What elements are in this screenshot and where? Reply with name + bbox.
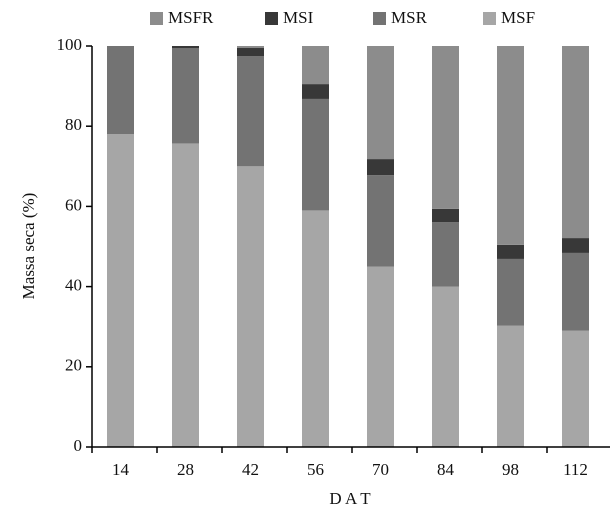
x-tick-label: 42 xyxy=(242,460,259,479)
y-tick-label: 0 xyxy=(74,436,83,455)
bar-segment xyxy=(367,46,394,160)
bar-segment xyxy=(497,325,524,447)
bar-segment xyxy=(107,46,134,135)
bar-segment xyxy=(302,98,329,211)
bar-segment xyxy=(302,46,329,85)
bar-segment xyxy=(432,286,459,447)
bar-segment xyxy=(302,210,329,447)
x-tick-label: 112 xyxy=(563,460,588,479)
x-tick-label: 98 xyxy=(502,460,519,479)
bar-segment xyxy=(107,134,134,447)
x-tick-label: 70 xyxy=(372,460,389,479)
x-tick-label: 28 xyxy=(177,460,194,479)
bar-segment xyxy=(432,222,459,287)
y-tick-label: 100 xyxy=(57,35,83,54)
bar-segment xyxy=(562,330,589,447)
y-tick-label: 40 xyxy=(65,276,82,295)
bar-segment xyxy=(497,46,524,245)
legend-swatch xyxy=(483,12,496,25)
bar-segment xyxy=(172,143,199,447)
bar-segment xyxy=(367,159,394,176)
y-axis-label: Massa seca (%) xyxy=(19,193,38,300)
legend-label: MSF xyxy=(501,8,535,27)
bar-segment xyxy=(562,46,589,239)
legend-label: MSR xyxy=(391,8,428,27)
bar-segment xyxy=(367,175,394,267)
y-tick-label: 60 xyxy=(65,195,82,214)
bar-segment xyxy=(562,238,589,253)
bar-segment xyxy=(237,56,264,167)
bar-segment xyxy=(237,46,264,49)
bar-segment xyxy=(497,258,524,326)
bar-segment xyxy=(367,266,394,447)
x-tick-label: 84 xyxy=(437,460,455,479)
legend-swatch xyxy=(150,12,163,25)
y-tick-label: 20 xyxy=(65,356,82,375)
legend-label: MSFR xyxy=(168,8,214,27)
bar-segment xyxy=(432,46,459,209)
x-tick-label: 14 xyxy=(112,460,130,479)
legend-swatch xyxy=(373,12,386,25)
bar-segment xyxy=(562,252,589,331)
x-axis-label: D A T xyxy=(329,489,371,508)
x-tick-label: 56 xyxy=(307,460,324,479)
bar-segment xyxy=(172,48,199,144)
legend-label: MSI xyxy=(283,8,314,27)
bar-segment xyxy=(172,46,199,49)
bar-segment xyxy=(302,84,329,99)
bar-segment xyxy=(237,48,264,57)
bar-segment xyxy=(497,244,524,259)
y-tick-label: 80 xyxy=(65,115,82,134)
bar-segment xyxy=(432,208,459,223)
bar-segment xyxy=(237,166,264,448)
legend-swatch xyxy=(265,12,278,25)
